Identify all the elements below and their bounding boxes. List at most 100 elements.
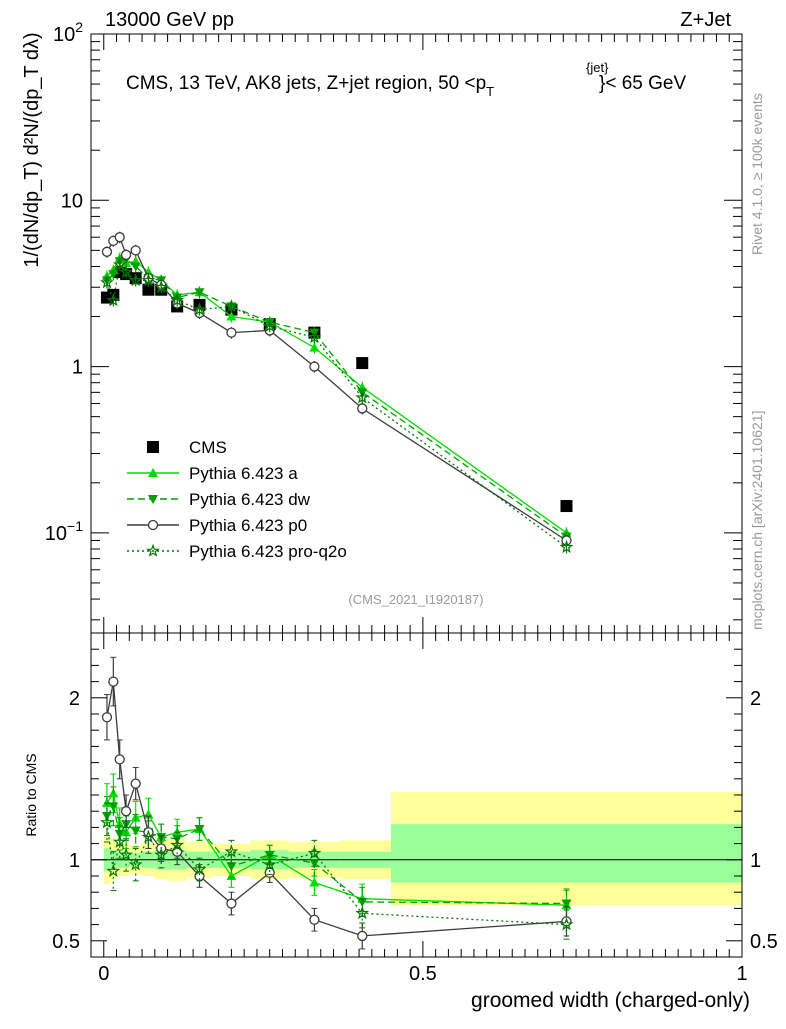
data-point <box>130 245 141 256</box>
data-point <box>108 676 119 687</box>
main-y-tick-exp: 2 <box>75 19 83 35</box>
legend-item-dw: Pythia 6.423 dw <box>127 490 311 509</box>
data-point <box>112 257 127 271</box>
data-point <box>130 826 141 836</box>
rivet-credit: Rivet 4.1.0, ≥ 100k events <box>749 93 765 255</box>
main-y-tick-base: 10 <box>45 523 67 545</box>
data-point <box>100 815 114 829</box>
data-point <box>357 403 368 414</box>
data-point <box>141 273 156 287</box>
watermark: (CMS_2021_I1920187) <box>348 592 483 607</box>
data-point <box>194 825 205 835</box>
main-y-tick-base: 10 <box>53 24 75 46</box>
data-point <box>170 837 185 852</box>
ratio-y-tick-label: 1 <box>69 850 80 872</box>
main-series-group <box>100 231 574 554</box>
ratio-y-tick-label-right: 1 <box>750 850 761 872</box>
main-y-tick-label: 1 <box>72 357 83 379</box>
plot-title: CMS, 13 TeV, AK8 jets, Z+jet region, 50 … <box>126 73 494 99</box>
data-point <box>560 500 573 513</box>
ratio-y-tick-label: 2 <box>69 688 80 710</box>
data-point <box>108 802 119 812</box>
data-point <box>108 270 119 280</box>
ratio-uncertainty-bands <box>103 791 742 906</box>
data-point <box>130 778 141 789</box>
data-point <box>309 342 320 352</box>
data-point <box>262 318 277 333</box>
data-point <box>119 847 133 861</box>
data-point <box>114 232 125 243</box>
header-left: 13000 GeV pp <box>105 9 234 31</box>
data-point <box>112 834 127 848</box>
data-point <box>192 302 207 316</box>
data-point <box>128 857 143 871</box>
data-point <box>224 299 239 313</box>
main-y-axis-label: 1/(dN/dp_T) d²N/(dp_T dλ) <box>21 32 43 267</box>
main-y-tick-label: 102 <box>53 19 83 46</box>
data-point <box>307 329 322 344</box>
main-y-tick-base: 1 <box>72 357 83 379</box>
plot-title-sub: T <box>486 84 494 99</box>
legend-item-cms: CMS <box>147 438 227 457</box>
data-point <box>355 906 370 920</box>
ratio-y-tick-label: 0.5 <box>52 931 80 953</box>
ratio-y-tick-label-right: 0.5 <box>750 931 778 953</box>
main-y-tick-label: 10−1 <box>45 518 83 545</box>
data-point <box>148 495 158 504</box>
legend-label: Pythia 6.423 pro-q2o <box>189 542 347 561</box>
data-point <box>309 859 320 869</box>
data-point <box>309 361 320 372</box>
legend-item-p0: Pythia 6.423 p0 <box>127 516 307 535</box>
data-point <box>309 914 320 925</box>
data-point <box>226 898 237 909</box>
x-axis-label: groomed width (charged-only) <box>471 989 750 1012</box>
data-point <box>355 390 370 404</box>
data-point <box>559 917 574 931</box>
data-point <box>101 712 113 723</box>
data-point <box>357 930 368 942</box>
axis-ticks <box>91 33 743 958</box>
plot-title-sup: {jet} <box>586 60 609 75</box>
data-point <box>262 857 277 871</box>
series-line-p0 <box>106 236 567 542</box>
data-point <box>141 829 156 844</box>
plot-title-end: }< 65 GeV <box>599 73 686 94</box>
data-point <box>142 283 155 296</box>
data-point <box>148 468 158 477</box>
ratio-series-group <box>100 656 574 950</box>
mcplots-credit: mcplots.cern.ch [arXiv:2401.10621] <box>749 411 765 630</box>
x-tick-label: 0.5 <box>409 963 437 985</box>
data-point <box>114 754 125 765</box>
data-point <box>128 273 143 287</box>
data-point <box>309 877 320 887</box>
header-right: Z+Jet <box>680 9 731 31</box>
data-point <box>114 829 125 839</box>
data-point <box>147 519 159 531</box>
legend-item-a: Pythia 6.423 a <box>127 464 298 483</box>
data-point <box>192 862 207 876</box>
data-point <box>226 862 237 872</box>
data-point <box>119 264 133 278</box>
data-point <box>357 897 368 907</box>
ratio-line-p0 <box>106 681 567 937</box>
legend-item-pro: Pythia 6.423 pro-q2o <box>127 542 347 561</box>
data-point <box>100 275 114 289</box>
data-point <box>224 844 239 858</box>
plot-title-main: CMS, 13 TeV, AK8 jets, Z+jet region, 50 … <box>126 73 486 94</box>
main-y-axis-label-text: 1/(dN/dp_T) d²N/(dp_T dλ) <box>21 32 43 267</box>
data-point <box>106 863 121 878</box>
data-point <box>130 262 141 272</box>
legend-label: Pythia 6.423 dw <box>189 490 311 509</box>
x-tick-label: 0 <box>98 963 109 985</box>
legend-label: Pythia 6.423 p0 <box>189 516 307 535</box>
main-y-tick-label: 10 <box>61 190 83 212</box>
data-point <box>120 806 132 817</box>
series-pro <box>100 257 574 554</box>
data-point <box>106 293 121 307</box>
series-a <box>101 252 572 539</box>
ratio-y-axis-label: Ratio to CMS <box>23 753 39 836</box>
series-line-pro <box>106 263 567 548</box>
x-tick-label: 1 <box>736 963 747 985</box>
